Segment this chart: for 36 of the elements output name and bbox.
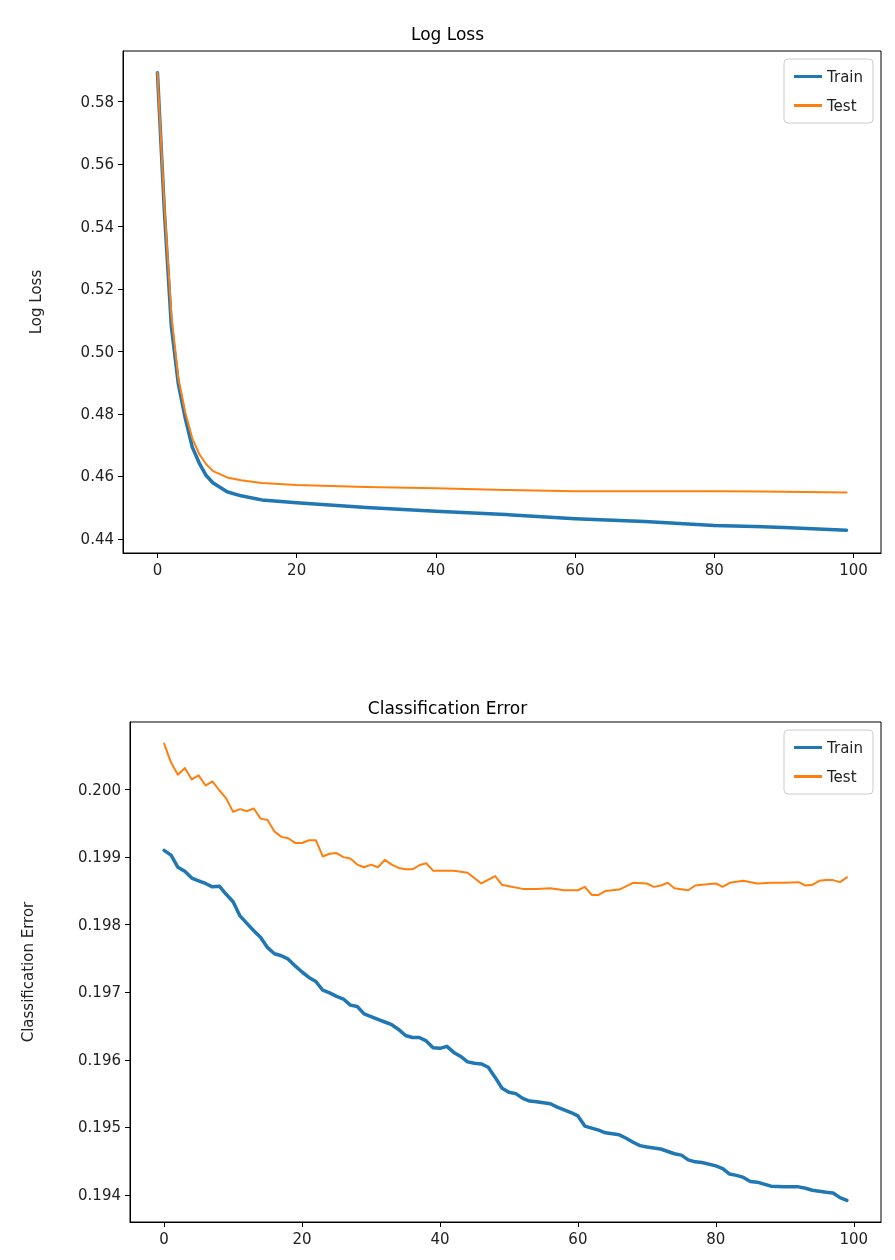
x-tick-label: 40 [426,560,446,579]
y-tick-label: 0.52 [80,280,114,299]
y-tick-label: 0.198 [78,915,121,934]
y-tick-label: 0.199 [78,848,121,867]
x-tick-label: 60 [565,560,585,579]
y-tick-label: 0.54 [80,217,114,236]
y-tick-label: 0.197 [78,983,121,1002]
y-axis-title: Classification Error [18,900,37,1043]
y-tick-label: 0.56 [80,155,114,174]
x-tick-label: 0 [159,1229,169,1248]
chart-title: Classification Error [367,697,528,718]
y-tick-label: 0.48 [80,404,114,423]
y-tick-label: 0.50 [80,342,114,361]
legend-label: Test [826,96,857,115]
y-axis-title: Log Loss [26,269,45,335]
x-tick-label: 20 [287,560,307,579]
legend-label: Train [826,738,864,757]
x-tick-label: 100 [839,1229,869,1248]
x-tick-label: 60 [568,1229,588,1248]
y-tick-label: 0.196 [78,1050,121,1069]
y-tick-label: 0.44 [80,529,114,548]
line-series [162,848,849,1203]
x-tick-label: 40 [430,1229,450,1248]
x-tick-label: 20 [292,1229,312,1248]
y-tick-label: 0.200 [78,780,121,799]
y-tick-label: 0.58 [80,92,114,111]
x-tick-label: 80 [704,560,724,579]
x-tick-label: 100 [839,560,868,579]
legend-label: Train [826,67,864,86]
x-tick-label: 80 [706,1229,726,1248]
y-tick-label: 0.46 [80,467,114,486]
legend-label: Test [826,767,857,786]
chart-title: Log Loss [410,23,485,44]
y-tick-label: 0.194 [78,1185,121,1204]
x-tick-label: 0 [152,560,163,579]
y-tick-label: 0.195 [78,1118,121,1137]
